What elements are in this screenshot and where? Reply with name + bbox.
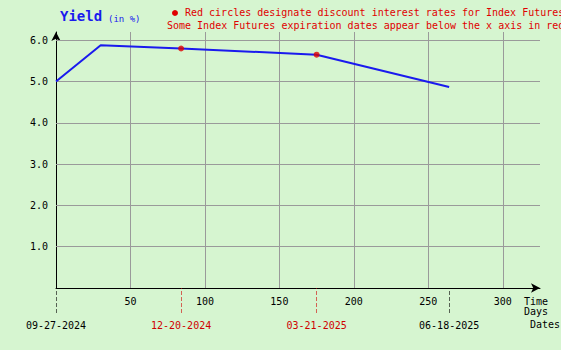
svg-text:4.0: 4.0 — [30, 117, 48, 128]
svg-text:2.0: 2.0 — [30, 200, 48, 211]
svg-text:1.0: 1.0 — [30, 241, 48, 252]
svg-text:06-18-2025: 06-18-2025 — [419, 320, 479, 331]
svg-text:3.0: 3.0 — [30, 159, 48, 170]
svg-text:Yield: Yield — [60, 8, 102, 24]
svg-text:100: 100 — [196, 296, 214, 307]
svg-text:6.0: 6.0 — [30, 35, 48, 46]
svg-text:Dates: Dates — [530, 319, 560, 330]
svg-text:(in %): (in %) — [108, 14, 141, 24]
svg-text:Red circles designate discount: Red circles designate discount interest … — [185, 7, 561, 18]
svg-text:5.0: 5.0 — [30, 76, 48, 87]
svg-text:200: 200 — [345, 296, 363, 307]
svg-text:Some Index Futures expiration: Some Index Futures expiration dates appe… — [167, 20, 561, 31]
svg-text:Time: Time — [524, 295, 549, 307]
svg-text:150: 150 — [270, 296, 288, 307]
svg-text:03-21-2025: 03-21-2025 — [287, 320, 347, 331]
svg-text:Days: Days — [524, 306, 548, 317]
svg-text:250: 250 — [419, 296, 437, 307]
svg-text:300: 300 — [494, 296, 512, 307]
svg-text:50: 50 — [124, 296, 136, 307]
svg-text:12-20-2024: 12-20-2024 — [151, 320, 211, 331]
svg-text:09-27-2024: 09-27-2024 — [26, 320, 86, 331]
